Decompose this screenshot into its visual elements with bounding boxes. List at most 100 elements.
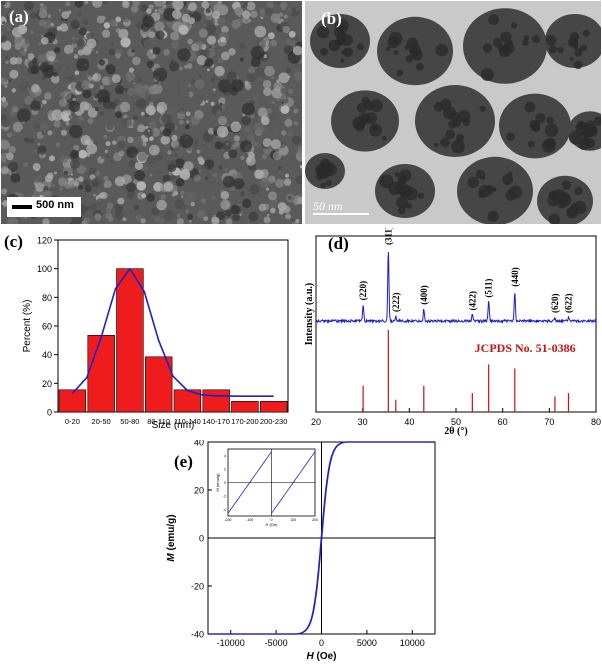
y-tick-label: 100 <box>37 264 52 274</box>
peak-label: (440) <box>510 267 520 287</box>
x-tick-label: 50 <box>451 417 461 427</box>
x-axis-label: Size (nm) <box>152 420 195 431</box>
x-tick-label: 140-170 <box>202 417 230 426</box>
inset-x-axis-label: H (Oe) <box>266 522 279 527</box>
x-tick-label: 0-20 <box>65 417 80 426</box>
x-tick-label: 50-80 <box>120 417 139 426</box>
panel-label-d: (d) <box>328 234 349 253</box>
histogram-bar <box>202 389 230 413</box>
scalebar-a-text: 500 nm <box>36 199 74 211</box>
plot-frame <box>315 235 597 413</box>
size-distribution-chart: 0 20 40 60 80 100 120 0-20 20-50 50-80 80-110 110-1… <box>22 236 289 431</box>
panel-label-c: (c) <box>4 232 23 251</box>
inset-chart: -200 -100 0 100 200 -4 -2 0 2 4 H (Oe) M (emu/g) <box>215 448 318 527</box>
y-axis-label: M (emu/g) <box>166 514 177 561</box>
x-tick-label: 200-230 <box>260 417 288 426</box>
peak-label: (422) <box>467 291 477 311</box>
x-axis-label-symbol: H <box>306 651 314 662</box>
x-tick-label: 60 <box>498 417 508 427</box>
y-tick-label: 60 <box>42 322 52 332</box>
inset-y-tick-label: -4 <box>223 508 226 512</box>
histogram-bar <box>87 335 115 413</box>
inset-y-tick-label: 2 <box>224 468 226 472</box>
x-tick-label: 80 <box>591 417 601 427</box>
inset-y-tick-label: 0 <box>224 481 226 485</box>
x-tick-label: 20-50 <box>92 417 111 426</box>
xrd-chart: 20 30 40 50 60 70 80 (220) (311) (222) (400) (422) (… <box>304 226 601 437</box>
x-tick-label: 80-110 <box>147 417 170 426</box>
y-tick-label: 40 <box>194 440 204 448</box>
inset-y-tick-label: -2 <box>223 494 226 498</box>
inset-y-tick-label: 4 <box>224 454 226 458</box>
x-tick-label: -10000 <box>217 638 245 648</box>
y-tick-label: 40 <box>42 350 52 360</box>
peak-label: (311) <box>383 228 393 245</box>
histogram-bar <box>116 268 144 413</box>
peak-label: (511) <box>484 279 494 298</box>
scalebar-a-bar <box>12 205 32 209</box>
x-axis-label: 2θ (°) <box>444 426 467 437</box>
inset-curve-line <box>227 451 272 514</box>
magnetization-panel: -10000 -5000 0 5000 10000 -40 -20 0 20 40 H (Oe) M … <box>160 438 460 664</box>
scalebar-b-bar <box>313 213 369 215</box>
tem-image-panel: (b) 50 nm <box>305 1 601 224</box>
y-tick-label: 20 <box>42 379 52 389</box>
panel-label-b: (b) <box>321 9 342 28</box>
size-distribution-panel: 0 20 40 60 80 100 120 0-20 20-50 50-80 80-110 110-1… <box>0 228 300 440</box>
x-axis-label: H (Oe) <box>306 651 336 662</box>
peak-label: (220) <box>358 281 368 301</box>
y-axis-label-symbol: M <box>166 553 177 562</box>
y-axis-label: Intensity (a.u.) <box>304 283 315 346</box>
x-tick-label: 0 <box>319 638 324 648</box>
x-tick-label: -5000 <box>265 638 288 648</box>
inset-x-tick-label: -200 <box>224 518 231 522</box>
inset-x-tick-label: 0 <box>271 518 273 522</box>
inset-curve-line <box>271 451 316 514</box>
peak-label: (400) <box>419 285 429 305</box>
inset-x-tick-label: 200 <box>312 518 318 522</box>
scalebar-a: 500 nm <box>7 197 81 217</box>
sem-grains <box>1 1 302 224</box>
y-tick-label: 0 <box>47 408 52 418</box>
x-tick-label: 70 <box>544 417 554 427</box>
panel-label-a: (a) <box>9 7 29 26</box>
histogram-bar <box>259 401 288 413</box>
x-tick-label: 110-140 <box>174 417 201 426</box>
peak-label: (620) <box>550 294 560 314</box>
x-tick-label: 10000 <box>400 638 425 648</box>
peak-label: (622) <box>564 294 574 314</box>
y-tick-label: 80 <box>42 293 52 303</box>
reference-label: JCPDS No. 51-0386 <box>475 341 576 355</box>
sem-image-panel: (a) 500 nm <box>1 1 302 224</box>
panel-label-e: (e) <box>174 452 193 471</box>
x-tick-label: 170-200 <box>231 417 259 426</box>
magnetization-curve-line <box>208 441 435 635</box>
x-axis-label-unit: (Oe) <box>314 651 337 662</box>
histogram-bar <box>58 389 87 413</box>
peak-label: (222) <box>391 293 401 313</box>
inset-x-tick-label: -100 <box>246 518 253 522</box>
y-tick-label: 120 <box>37 236 52 246</box>
xrd-panel: 20 30 40 50 60 70 80 (220) (311) (222) (400) (422) (… <box>302 226 602 440</box>
inset-y-axis-label: M (emu/g) <box>215 473 220 492</box>
histogram-bar <box>145 356 173 413</box>
inset-x-tick-label: 100 <box>290 518 296 522</box>
tem-micrograph <box>305 1 601 224</box>
tem-particles <box>305 8 601 224</box>
x-tick-label: 20 <box>311 417 321 427</box>
x-tick-label: 30 <box>358 417 368 427</box>
gaussian-fit-line <box>71 267 274 397</box>
y-axis-label-unit: (emu/g) <box>166 514 177 553</box>
y-tick-label: -20 <box>191 582 204 592</box>
y-axis-label: Percent (%) <box>22 300 33 353</box>
scalebar-b-text: 50 nm <box>313 199 343 213</box>
sem-micrograph <box>1 1 302 224</box>
x-tick-label: 5000 <box>357 638 377 648</box>
x-tick-label: 40 <box>404 417 414 427</box>
y-tick-label: 20 <box>194 486 204 496</box>
y-tick-label: -40 <box>191 630 204 640</box>
xrd-pattern-line <box>315 252 597 325</box>
y-tick-label: 0 <box>199 534 204 544</box>
histogram-bar <box>231 401 259 413</box>
